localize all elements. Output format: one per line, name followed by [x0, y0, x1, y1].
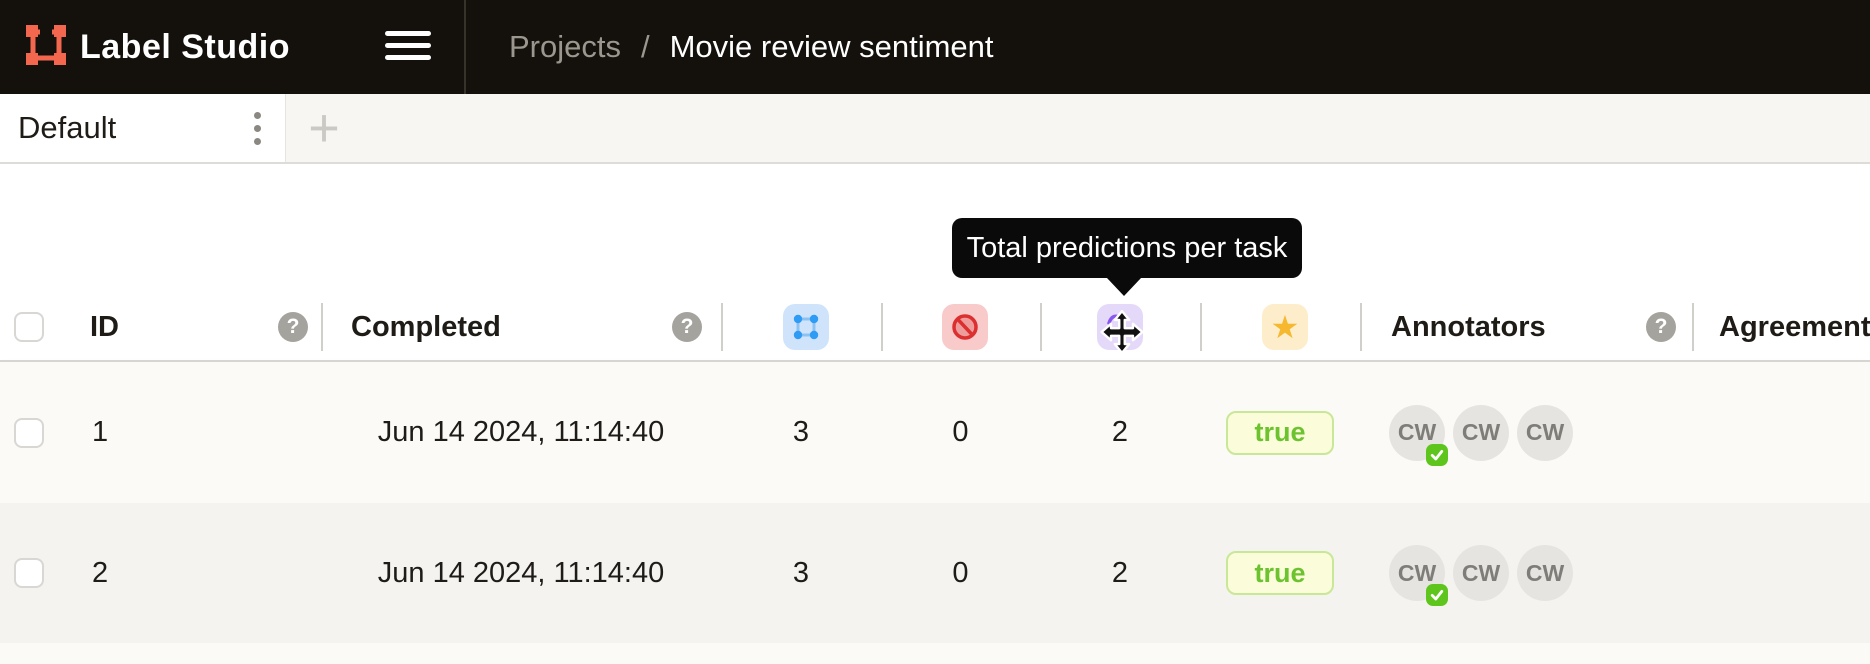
- ground-truth-badge: true: [1226, 410, 1334, 455]
- app-title: Label Studio: [80, 27, 290, 66]
- cell-predictions-count: 2: [1111, 556, 1129, 589]
- column-header-annotations[interactable]: [783, 304, 829, 350]
- cell-annotators: CW CW CW: [1360, 362, 1692, 503]
- cell-id: 2: [92, 556, 109, 589]
- tab-default-label: Default: [18, 110, 117, 145]
- ground-truth-badge: true: [1226, 551, 1334, 595]
- column-divider[interactable]: [1200, 303, 1202, 351]
- row-checkbox[interactable]: [14, 417, 44, 448]
- cell-ground-truth: true: [1200, 362, 1360, 503]
- verified-check-icon: [1426, 443, 1448, 466]
- help-icon[interactable]: ?: [672, 312, 702, 342]
- cell-agreement: [1692, 362, 1870, 503]
- topbar: Label Studio Projects / Movie review sen…: [0, 0, 1870, 94]
- column-header-agreement[interactable]: Agreement: [1719, 311, 1870, 343]
- column-header-completed[interactable]: Completed: [351, 311, 501, 343]
- tooltip-text: Total predictions per task: [966, 231, 1288, 264]
- cell-cancelled-count: 0: [952, 416, 969, 448]
- avatar[interactable]: CW: [1517, 404, 1573, 461]
- move-cursor-icon: [1100, 310, 1144, 354]
- cell-completed: Jun 14 2024, 11:14:40: [377, 416, 665, 448]
- topbar-divider: [464, 0, 466, 94]
- cell-annotations-count: 3: [792, 416, 810, 448]
- star-icon: ★: [1270, 309, 1300, 345]
- table-row[interactable]: 2 Jun 14 2024, 11:14:40 3 0 2 true CW CW…: [0, 503, 1870, 643]
- column-divider[interactable]: [1692, 303, 1694, 351]
- avatar[interactable]: CW: [1453, 404, 1509, 461]
- avatar[interactable]: CW: [1389, 404, 1448, 466]
- cell-annotations-count: 3: [792, 556, 810, 589]
- column-divider[interactable]: [1360, 303, 1362, 351]
- cell-ground-truth: true: [1200, 503, 1360, 643]
- table-header: ID ? Completed ? ★: [0, 164, 1870, 362]
- tooltip: Total predictions per task: [952, 218, 1302, 296]
- column-divider[interactable]: [1040, 303, 1042, 351]
- cell-agreement: [1692, 503, 1870, 643]
- add-tab-button[interactable]: +: [296, 94, 352, 162]
- cell-id: 1: [92, 416, 109, 448]
- cell-predictions-count: 2: [1111, 416, 1129, 448]
- tab-default[interactable]: Default: [0, 94, 286, 162]
- column-header-id[interactable]: ID: [90, 311, 119, 343]
- column-divider[interactable]: [321, 303, 323, 351]
- select-all-checkbox[interactable]: [14, 312, 44, 342]
- verified-check-icon: [1426, 584, 1448, 606]
- table-row[interactable]: 1 Jun 14 2024, 11:14:40 3 0 2 true CW CW…: [0, 362, 1870, 503]
- header-bottom-border: [0, 360, 1870, 362]
- breadcrumb-projects-link[interactable]: Projects: [509, 29, 621, 64]
- help-icon[interactable]: ?: [1646, 312, 1676, 342]
- hamburger-menu-icon[interactable]: [385, 31, 431, 60]
- breadcrumb-separator: /: [640, 29, 650, 64]
- column-header-ground-truth[interactable]: ★: [1262, 304, 1308, 350]
- breadcrumb-current-project: Movie review sentiment: [669, 29, 994, 64]
- column-header-annotators[interactable]: Annotators: [1391, 311, 1546, 343]
- row-checkbox[interactable]: [14, 558, 44, 588]
- plus-icon: +: [308, 98, 340, 158]
- breadcrumb: Projects / Movie review sentiment: [509, 0, 994, 94]
- cell-completed: Jun 14 2024, 11:14:40: [377, 556, 665, 589]
- column-divider[interactable]: [881, 303, 883, 351]
- avatar[interactable]: CW: [1453, 545, 1509, 601]
- cell-cancelled-count: 0: [952, 556, 969, 589]
- avatar[interactable]: CW: [1517, 545, 1573, 601]
- avatar[interactable]: CW: [1389, 545, 1448, 606]
- view-tabbar: Default +: [0, 94, 1870, 164]
- cell-annotators: CW CW CW: [1360, 503, 1692, 643]
- tab-options-kebab-icon[interactable]: [254, 94, 261, 162]
- column-divider[interactable]: [721, 303, 723, 351]
- next-row-strip: [0, 643, 1870, 664]
- help-icon[interactable]: ?: [278, 312, 308, 342]
- column-header-cancelled[interactable]: [942, 304, 988, 350]
- label-studio-logo-icon: [26, 25, 66, 65]
- cancelled-icon: [952, 314, 978, 340]
- annotations-icon: [793, 314, 819, 340]
- tooltip-arrow: [1107, 278, 1141, 296]
